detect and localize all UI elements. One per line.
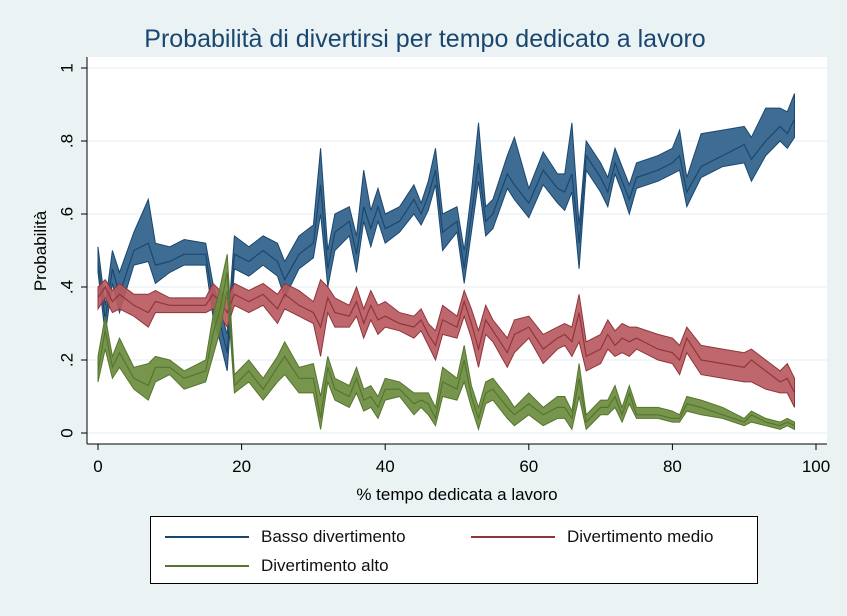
axis-ticks: 0 20 40 60 80 100 0 .2 .4 .6 .8 1 [58, 63, 831, 476]
y-tick-label-4: .8 [58, 134, 77, 148]
y-axis-label: Probabilità [31, 210, 50, 291]
y-tick-label-5: 1 [58, 63, 77, 72]
chart-title: Probabilità di divertirsi per tempo dedi… [144, 25, 705, 53]
x-tick-label-3: 60 [519, 457, 538, 476]
line-alto [97, 272, 795, 427]
legend-label-medio: Divertimento medio [567, 527, 714, 546]
y-tick-label-2: .4 [58, 280, 77, 294]
legend-swatch-medio [471, 536, 555, 538]
legend-item-medio: Divertimento medio [471, 525, 713, 549]
axes [86, 57, 827, 445]
legend: Basso divertimento Divertimento medio Di… [150, 516, 758, 584]
y-tick-label-1: .2 [58, 353, 77, 367]
x-tick-label-0: 0 [93, 457, 102, 476]
grid-lines [87, 67, 827, 434]
band-medio [97, 278, 795, 408]
x-axis-label: % tempo dedicata a lavoro [356, 485, 557, 504]
band-basso [97, 93, 795, 372]
legend-label-alto: Divertimento alto [261, 556, 389, 575]
legend-swatch-basso [165, 536, 249, 538]
legend-item-alto: Divertimento alto [165, 554, 389, 578]
line-basso [97, 118, 796, 353]
x-tick-label-5: 100 [802, 457, 830, 476]
y-tick-label-0: 0 [58, 428, 77, 437]
legend-label-basso: Basso divertimento [261, 527, 406, 546]
y-tick-label-3: .6 [58, 207, 77, 221]
x-tick-label-2: 40 [376, 457, 395, 476]
series-bands [97, 93, 796, 432]
x-tick-label-4: 80 [663, 457, 682, 476]
x-tick-label-1: 20 [232, 457, 251, 476]
band-alto [97, 254, 795, 432]
legend-item-basso: Basso divertimento [165, 525, 406, 549]
legend-swatch-alto [165, 565, 249, 567]
